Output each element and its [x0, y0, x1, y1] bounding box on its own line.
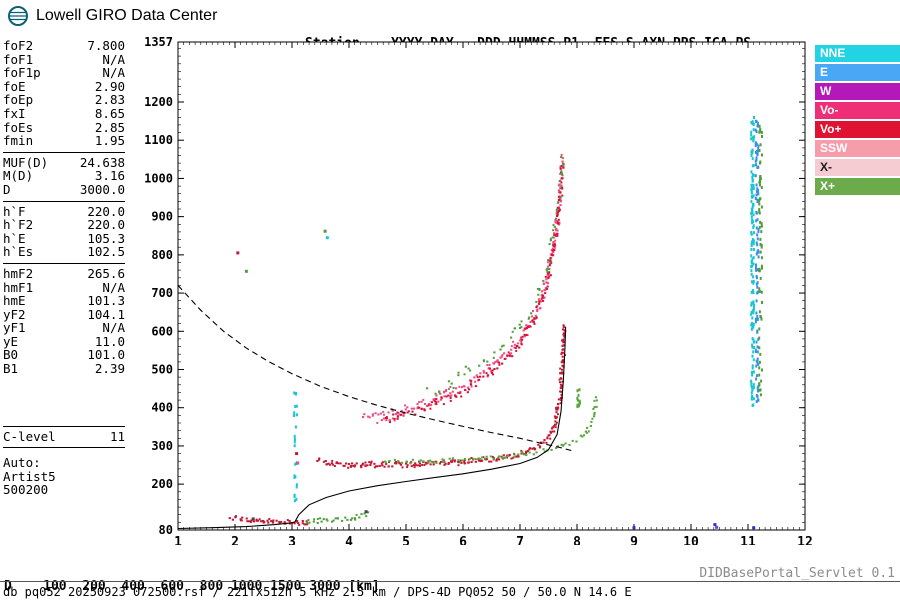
panel-separator	[3, 200, 125, 202]
svg-text:400: 400	[151, 401, 173, 415]
measurement-info-line: db pq052 20250923 072500.rsf / 221fx512h…	[3, 585, 632, 599]
param-row: h`E 105.3	[3, 230, 125, 246]
giro-globe-logo-icon	[8, 6, 28, 26]
param-row: h`Es 102.5	[3, 244, 125, 260]
servlet-version-label: DIDBasePortal_Servlet 0.1	[699, 566, 895, 581]
legend-item-5: SSW	[815, 140, 900, 157]
svg-text:800: 800	[151, 248, 173, 262]
legend-item-1: E	[815, 64, 900, 81]
legend-item-3: Vo-	[815, 102, 900, 119]
echo-direction-legend: NNE E W Vo- Vo+ SSW X- X+	[815, 45, 900, 197]
svg-text:10: 10	[683, 535, 699, 545]
param-row: h`F 220.0	[3, 203, 125, 219]
param-row: hmF2 265.6	[3, 265, 125, 281]
svg-text:12: 12	[797, 535, 813, 545]
footer-divider	[0, 581, 900, 582]
svg-text:7: 7	[516, 535, 524, 545]
param-row: h`F2 220.0	[3, 217, 125, 233]
panel-separator	[3, 151, 125, 153]
svg-text:1000: 1000	[144, 171, 173, 185]
param-row: B0 101.0	[3, 347, 125, 363]
svg-text:9: 9	[630, 535, 638, 545]
legend-item-2: W	[815, 83, 900, 100]
legend-item-7: X+	[815, 178, 900, 195]
muf-distance-line: D 100 200 400 600 800 1000 1500 3000 [km…	[4, 579, 380, 594]
svg-text:5: 5	[402, 535, 410, 545]
svg-text:1357: 1357	[144, 35, 173, 49]
svg-text:3: 3	[288, 535, 296, 545]
param-row: fmin 1.95	[3, 133, 125, 149]
param-row: yE 11.0	[3, 333, 125, 349]
param-row: foEp 2.83	[3, 92, 125, 108]
panel-separator	[3, 262, 125, 264]
legend-item-0: NNE	[815, 45, 900, 62]
param-row: C-level 11	[3, 428, 125, 444]
param-row: MUF(D) 24.638	[3, 154, 125, 170]
legend-item-6: X-	[815, 159, 900, 176]
svg-text:1200: 1200	[144, 95, 173, 109]
svg-text:900: 900	[151, 210, 173, 224]
parameter-panel: foF2 7.800 foF1 N/A foF1p N/A foE 2.90 foEp 2.83 f…	[3, 39, 125, 497]
param-row: foE 2.90	[3, 78, 125, 94]
param-row: M(D) 3.16	[3, 168, 125, 184]
svg-text:300: 300	[151, 439, 173, 453]
panel-separator	[3, 447, 125, 449]
param-row: foEs 2.85	[3, 119, 125, 135]
muf-table: D 100 200 400 600 800 1000 1500 3000 [km…	[4, 551, 388, 600]
svg-text:2: 2	[231, 535, 239, 545]
param-row: Auto:	[3, 455, 41, 471]
param-row: yF1 N/A	[3, 320, 125, 336]
param-row: foF1 N/A	[3, 51, 125, 67]
ionogram-plot: 1 2 3 4 5 6 7 8 9 10 11 128020030040050060070080090…	[144, 35, 813, 545]
param-row: foF2 7.800	[3, 38, 125, 53]
brand-title: Lowell GIRO Data Center	[36, 7, 218, 24]
svg-text:8: 8	[573, 535, 581, 545]
param-row: foF1p N/A	[3, 65, 125, 81]
legend-item-4: Vo+	[815, 121, 900, 138]
svg-text:700: 700	[151, 286, 173, 300]
svg-text:4: 4	[345, 535, 353, 545]
svg-text:1: 1	[174, 535, 182, 545]
svg-text:500: 500	[151, 362, 173, 376]
param-row: B1 2.39	[3, 361, 125, 377]
param-row: 500200	[3, 482, 49, 498]
param-row: hmF1 N/A	[3, 279, 125, 295]
param-row: D 3000.0	[3, 181, 125, 197]
param-row: fxI 8.65	[3, 105, 125, 121]
svg-text:80: 80	[159, 523, 173, 537]
brand: Lowell GIRO Data Center	[6, 4, 217, 28]
svg-text:11: 11	[740, 535, 756, 545]
svg-text:200: 200	[151, 477, 173, 491]
svg-text:6: 6	[459, 535, 467, 545]
svg-text:600: 600	[151, 324, 173, 338]
svg-text:1100: 1100	[144, 133, 173, 147]
param-row: hmE 101.3	[3, 293, 125, 309]
panel-separator	[3, 425, 125, 427]
param-row: Artist5	[3, 468, 56, 484]
param-row: yF2 104.1	[3, 306, 125, 322]
